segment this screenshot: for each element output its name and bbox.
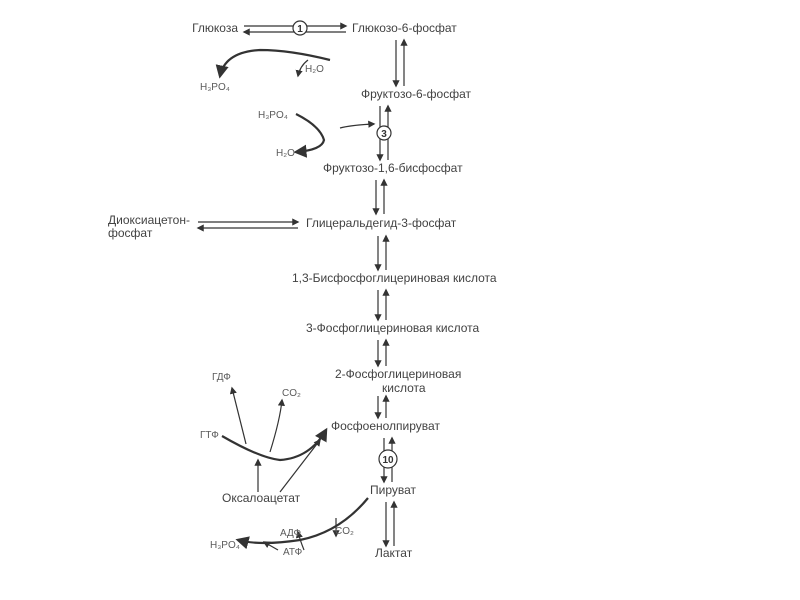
lbl-atf: АТФ — [283, 547, 303, 558]
lbl-co2-1: CO₂ — [282, 388, 301, 399]
lbl-h3po4-2: H₃PO₄ — [258, 110, 288, 121]
lbl-h3po4-3: H₃PO₄ — [210, 540, 240, 551]
node-3pg: 3-Фосфоглицериновая кислота — [306, 321, 480, 335]
node-pep: Фосфоенолпируват — [331, 419, 440, 433]
lbl-h2o-2: H₂O — [276, 148, 295, 159]
node-dhap-2: фосфат — [108, 226, 153, 240]
step-circle-1: 1 — [293, 21, 307, 35]
node-2pg-a: 2-Фосфоглицериновая — [335, 367, 461, 381]
lbl-gtf: ГТФ — [200, 430, 219, 441]
node-g3p: Глицеральдегид-3-фосфат — [306, 216, 457, 230]
lbl-h2o-1: H₂O — [305, 64, 324, 75]
node-2pg-b: кислота — [382, 381, 426, 395]
node-f16bp: Фруктозо-1,6-бисфосфат — [323, 161, 463, 175]
node-lactate: Лактат — [375, 546, 413, 560]
svg-text:10: 10 — [382, 455, 394, 466]
lbl-co2-2: CO₂ — [335, 526, 354, 537]
node-oaa: Оксалоацетат — [222, 491, 301, 505]
node-g6p: Глюкозо-6-фосфат — [352, 21, 457, 35]
step-circle-10: 10 — [379, 450, 397, 468]
node-13bpg: 1,3-Бисфосфоглицериновая кислота — [292, 271, 497, 285]
node-dhap-1: Диоксиацетон- — [108, 213, 190, 227]
lbl-h3po4-1: H₃PO₄ — [200, 82, 230, 93]
svg-text:1: 1 — [297, 24, 303, 35]
step-circle-3: 3 — [377, 126, 391, 140]
lbl-adf: АДФ — [280, 528, 302, 539]
lbl-gdf: ГДФ — [212, 372, 231, 383]
node-pyruvate: Пируват — [370, 483, 417, 497]
node-f6p: Фруктозо-6-фосфат — [361, 87, 471, 101]
node-glucose: Глюкоза — [192, 21, 238, 35]
metabolic-pathway-diagram: 1 3 10 Глюкоза Глюкозо-6-фосфат Фруктозо… — [0, 0, 800, 600]
svg-text:3: 3 — [381, 129, 387, 140]
